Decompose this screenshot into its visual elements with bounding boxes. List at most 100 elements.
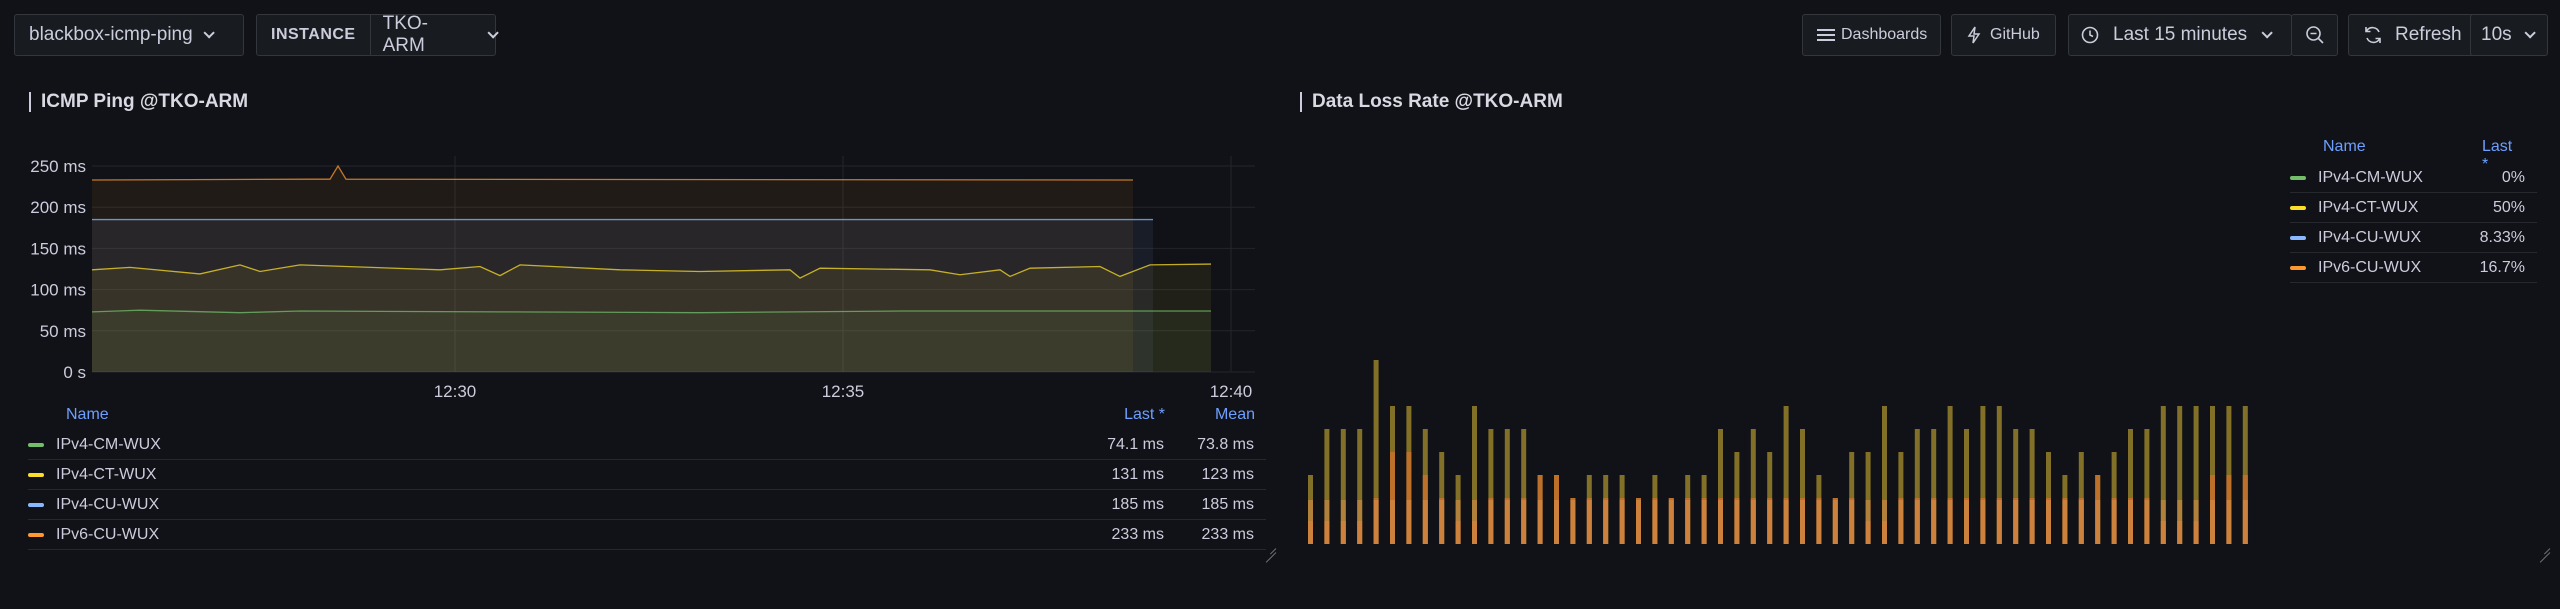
zoom-out-button[interactable] — [2291, 14, 2338, 56]
loss-bar-ipv4-cu — [1586, 500, 1592, 544]
ping-panel-title: ICMP Ping @TKO-ARM — [29, 92, 248, 112]
menu-icon — [1817, 29, 1835, 41]
x-tick-label: 12:30 — [434, 382, 477, 401]
bolt-icon — [1967, 26, 1981, 44]
loss-bar-ipv4-cu — [1980, 500, 1986, 544]
loss-bar-ipv4-cu — [1537, 500, 1543, 544]
series-line — [91, 309, 1211, 314]
loss-bar-ipv4-cu — [1488, 500, 1494, 544]
instance-variable[interactable]: INSTANCE TKO-ARM — [256, 13, 499, 56]
github-button[interactable]: GitHub — [1951, 14, 2056, 56]
series-mean: 123 ms — [1201, 465, 1254, 483]
loss-bar-ipv4-cu — [1439, 500, 1445, 544]
loss-bar — [1373, 360, 1379, 544]
loss-bar-ipv4-cu — [1636, 500, 1641, 544]
loss-bar-ipv4-cu — [1357, 500, 1363, 544]
loss-panel-resize-handle[interactable] — [2538, 541, 2550, 553]
loss-bar-ipv4-cu — [1783, 500, 1789, 544]
loss-bar — [2013, 429, 2019, 544]
loss-bar-ipv4-cu — [1865, 500, 1871, 544]
y-tick-label: 200 ms — [30, 198, 86, 217]
dashboard-select[interactable]: blackbox-icmp-ping — [14, 14, 244, 56]
loss-bar-ipv4-cu — [2242, 500, 2248, 544]
loss-bar — [1783, 406, 1789, 544]
refresh-button[interactable]: Refresh — [2348, 14, 2483, 56]
loss-bar — [1357, 429, 1363, 544]
y-tick-label: 250 ms — [30, 157, 86, 176]
series-area — [92, 310, 1211, 372]
loss-chart[interactable] — [1300, 150, 2260, 570]
series-swatch — [2290, 265, 2306, 270]
chevron-down-icon — [487, 27, 499, 39]
loss-bar-ipv4-cu — [1849, 500, 1855, 544]
legend-row[interactable]: IPv4-CM-WUX 0% — [2290, 163, 2537, 193]
legend-header-name[interactable]: Name — [66, 406, 109, 423]
legend-row[interactable]: IPv4-CU-WUX 185 ms 185 ms — [28, 490, 1266, 520]
series-name: IPv4-CM-WUX — [56, 435, 161, 453]
series-line — [91, 164, 1134, 181]
loss-bar — [1504, 429, 1510, 544]
series-swatch — [2290, 205, 2306, 210]
instance-value: TKO-ARM — [382, 13, 428, 56]
series-swatch — [2290, 175, 2306, 180]
loss-bar — [1800, 429, 1805, 544]
legend-row[interactable]: IPv4-CT-WUX 131 ms 123 ms — [28, 460, 1266, 490]
legend-header-name[interactable]: Name — [2323, 138, 2366, 155]
loss-bar-ipv4-cu — [1898, 500, 1904, 544]
loss-bar-ipv4-cu — [2177, 500, 2183, 544]
series-name: IPv4-CT-WUX — [56, 465, 157, 483]
loss-bar-ipv4-cu — [1701, 500, 1707, 544]
legend-header-mean[interactable]: Mean — [1214, 406, 1255, 423]
series-swatch — [28, 532, 44, 537]
loss-bar — [1865, 452, 1871, 544]
time-range-picker[interactable]: Last 15 minutes — [2068, 14, 2292, 56]
series-mean: 185 ms — [1201, 495, 1254, 513]
chevron-down-icon — [203, 27, 215, 39]
loss-bar — [1980, 406, 1986, 544]
series-last: 50% — [2492, 198, 2525, 216]
loss-bar-ipv4-cu — [1406, 500, 1412, 544]
ping-chart[interactable]: 250 ms 200 ms 150 ms 100 ms 50 ms 0 s 12:30 12:… — [0, 130, 1270, 450]
dashboard-select-value: blackbox-icmp-ping — [29, 24, 193, 45]
refresh-icon — [2365, 26, 2381, 44]
loss-bar-ipv4-cu — [2226, 500, 2232, 544]
loss-bar-ipv4-cu — [2128, 500, 2133, 544]
x-tick-label: 12:40 — [1210, 382, 1253, 401]
loss-bar-ipv4-cu — [1816, 500, 1822, 544]
series-last: 74.1 ms — [1107, 435, 1164, 453]
loss-bar-ipv4-cu — [1652, 500, 1658, 544]
loss-bar-ipv4-cu — [1554, 500, 1559, 544]
loss-bar — [1488, 429, 1494, 544]
loss-bar-ipv4-cu — [1668, 500, 1674, 544]
refresh-interval-select[interactable]: 10s — [2470, 14, 2548, 56]
series-line — [91, 263, 1212, 279]
loss-bar-ipv4-cu — [1504, 500, 1510, 544]
series-last: 131 ms — [1111, 465, 1164, 483]
series-name: IPv4-CU-WUX — [2318, 228, 2422, 246]
series-name: IPv4-CU-WUX — [56, 495, 160, 513]
loss-bar-ipv4-cu — [2013, 500, 2019, 544]
legend-row[interactable]: IPv6-CU-WUX 16.7% — [2290, 253, 2537, 283]
loss-bar — [1340, 429, 1346, 544]
loss-bar-ipv4-cu — [1996, 500, 2002, 544]
legend-row[interactable]: IPv4-CM-WUX 74.1 ms 73.8 ms — [28, 430, 1266, 460]
loss-bar-ipv4-cu — [1832, 500, 1838, 544]
legend-row[interactable]: IPv6-CU-WUX 233 ms 233 ms — [28, 520, 1266, 550]
legend-header-last[interactable]: Last * — [2482, 138, 2513, 173]
ping-panel-resize-handle[interactable] — [1264, 541, 1276, 553]
dashboards-button[interactable]: Dashboards — [1802, 14, 1941, 56]
loss-bar-ipv4-cu — [1324, 500, 1330, 544]
legend-row[interactable]: IPv4-CU-WUX 8.33% — [2290, 223, 2537, 253]
loss-bar — [2193, 406, 2199, 544]
loss-bar — [1882, 406, 1887, 544]
instance-label: INSTANCE — [257, 15, 371, 55]
legend-header-last[interactable]: Last * — [1124, 406, 1165, 423]
loss-bar-ipv4-cu — [2193, 500, 2199, 544]
legend-row[interactable]: IPv4-CT-WUX 50% — [2290, 193, 2537, 223]
series-swatch — [2290, 235, 2306, 240]
loss-bar — [1996, 406, 2002, 544]
series-area — [92, 219, 1153, 372]
series-name: IPv4-CT-WUX — [2318, 198, 2419, 216]
loss-panel-title: Data Loss Rate @TKO-ARM — [1300, 92, 1563, 112]
loss-bar — [1718, 429, 1723, 544]
